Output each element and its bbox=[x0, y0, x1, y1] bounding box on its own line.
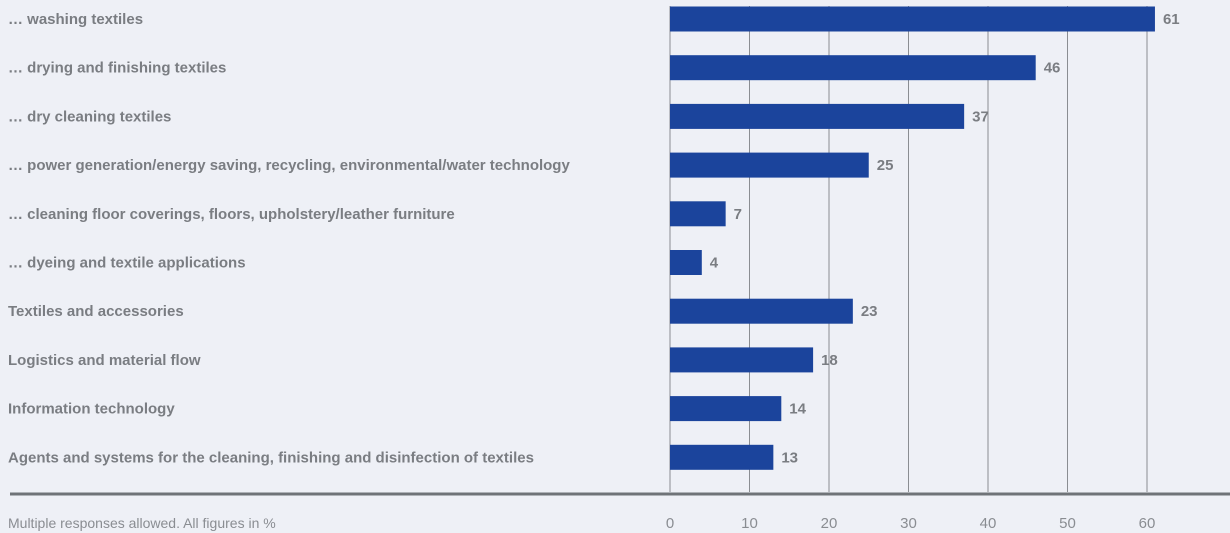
value-label: 13 bbox=[781, 449, 798, 466]
bar-logistics-and-material-flow bbox=[670, 347, 814, 373]
category-label: … cleaning floor coverings, floors, upho… bbox=[8, 206, 455, 223]
value-label: 7 bbox=[734, 206, 742, 223]
x-tick-label: 0 bbox=[666, 515, 674, 532]
category-label: … dry cleaning textiles bbox=[8, 108, 171, 125]
footnote: Multiple responses allowed. All figures … bbox=[8, 515, 276, 531]
bar-agents-and-systems-for-the-cleaning-finishing-and-disinfection-of-textiles bbox=[670, 444, 774, 470]
value-label: 4 bbox=[710, 255, 719, 272]
bar-power-generation-energy-saving-recycling-environmental-water-technology bbox=[670, 152, 869, 178]
x-tick-labels: 0 10 20 30 40 50 60 bbox=[666, 515, 1156, 532]
value-labels: 61 46 37 25 7 4 23 18 14 13 bbox=[710, 11, 1180, 466]
bar-drying-and-finishing-textiles bbox=[670, 55, 1036, 81]
bar-dry-cleaning-textiles bbox=[670, 103, 965, 129]
x-tick-label: 40 bbox=[980, 515, 997, 532]
x-tick-label: 50 bbox=[1059, 515, 1076, 532]
category-label: … dyeing and textile applications bbox=[8, 255, 246, 272]
value-label: 14 bbox=[789, 401, 806, 418]
category-label: … washing textiles bbox=[8, 11, 143, 28]
category-labels: … washing textiles … drying and finishing… bbox=[8, 11, 570, 466]
value-label: 46 bbox=[1044, 60, 1061, 77]
bars bbox=[670, 6, 1155, 470]
x-tick-label: 10 bbox=[741, 515, 758, 532]
bar-information-technology bbox=[670, 396, 782, 422]
grid-lines bbox=[669, 6, 1148, 492]
bar-dyeing-and-textile-applications bbox=[670, 250, 702, 275]
category-label: … power generation/energy saving, recycl… bbox=[8, 157, 570, 174]
category-label: Agents and systems for the cleaning, fin… bbox=[8, 449, 534, 466]
value-label: 61 bbox=[1163, 11, 1180, 28]
value-label: 23 bbox=[861, 303, 878, 320]
x-tick-label: 20 bbox=[821, 515, 838, 532]
value-label: 25 bbox=[877, 157, 894, 174]
bar-washing-textiles bbox=[670, 6, 1155, 32]
value-label: 18 bbox=[821, 352, 838, 369]
category-label: Logistics and material flow bbox=[8, 352, 201, 369]
bar-cleaning-floor-coverings-floors-upholstery-leather-furniture bbox=[670, 201, 726, 227]
category-label: Information technology bbox=[8, 401, 175, 418]
x-tick-label: 30 bbox=[900, 515, 917, 532]
category-label: Textiles and accessories bbox=[8, 303, 184, 320]
bar-textiles-and-accessories bbox=[670, 298, 853, 324]
value-label: 37 bbox=[972, 108, 989, 125]
x-tick-label: 60 bbox=[1139, 515, 1156, 532]
category-label: … drying and finishing textiles bbox=[8, 60, 226, 77]
